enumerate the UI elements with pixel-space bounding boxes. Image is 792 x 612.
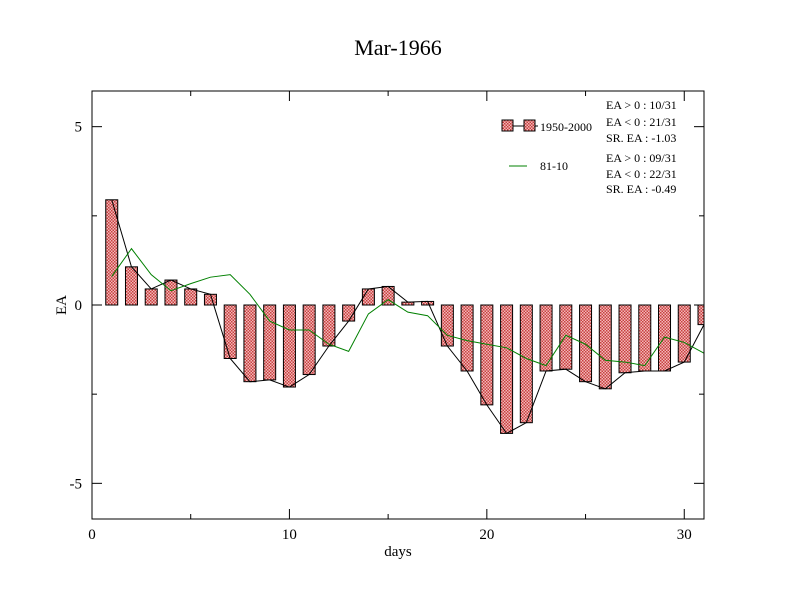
bar-connector-line — [111, 199, 704, 435]
bar-day-5 — [184, 288, 198, 306]
bar-day-22 — [519, 304, 533, 424]
bar-day-21 — [500, 304, 514, 434]
bar-day-19 — [460, 304, 474, 372]
bar-day-9 — [263, 304, 277, 381]
axis-ticks: 0 10 20 30 -5 0 5 — [70, 91, 704, 543]
bar-day-26 — [598, 304, 612, 390]
legend-bar-swatch-left — [501, 119, 514, 132]
legend-stat-bars-neg: EA < 0 : 21/31 — [606, 115, 677, 129]
x-tick-label: 30 — [677, 527, 692, 543]
bar-day-20 — [480, 304, 494, 406]
legend-bar-label: 1950-2000 — [540, 120, 592, 134]
y-tick-label: 0 — [75, 298, 83, 314]
legend-bar-swatch-right — [523, 119, 536, 132]
legend-stat-bars-pos: EA > 0 : 10/31 — [606, 98, 677, 112]
legend: 1950-2000 81-10 EA > 0 : 10/31 EA < 0 : … — [501, 98, 677, 196]
legend-stat-bars-sr: SR. EA : -1.03 — [606, 131, 676, 145]
line-series — [111, 247, 704, 367]
bar-series — [105, 199, 704, 434]
bar-day-3 — [144, 288, 158, 306]
bar-connector-path — [111, 199, 704, 435]
bar-day-13 — [342, 304, 356, 322]
bar-day-14 — [361, 288, 375, 306]
x-tick-label: 20 — [479, 527, 494, 543]
y-tick-label: -5 — [70, 476, 83, 492]
bar-day-18 — [440, 304, 454, 347]
x-tick-label: 10 — [282, 527, 297, 543]
legend-stat-line-pos: EA > 0 : 09/31 — [606, 151, 677, 165]
x-tick-label: 0 — [88, 527, 96, 543]
bar-day-25 — [579, 304, 593, 383]
bar-day-10 — [282, 304, 296, 388]
line-series-path — [111, 247, 704, 367]
y-tick-label: 5 — [75, 120, 83, 136]
chart-title: Mar-1966 — [354, 35, 442, 60]
bar-day-28 — [638, 304, 652, 372]
bar-day-2 — [124, 266, 138, 306]
legend-stat-line-sr: SR. EA : -0.49 — [606, 182, 676, 196]
bar-day-7 — [223, 304, 237, 359]
bar-day-4 — [164, 279, 178, 306]
legend-line-label: 81-10 — [540, 159, 568, 173]
bar-day-31 — [697, 304, 704, 326]
bar-day-8 — [243, 304, 257, 383]
bar-day-12 — [322, 304, 336, 347]
bar-day-23 — [539, 304, 553, 372]
bar-day-11 — [302, 304, 316, 376]
y-axis-label: EA — [54, 295, 70, 315]
x-axis-label: days — [384, 544, 412, 560]
legend-stat-line-neg: EA < 0 : 22/31 — [606, 167, 677, 181]
